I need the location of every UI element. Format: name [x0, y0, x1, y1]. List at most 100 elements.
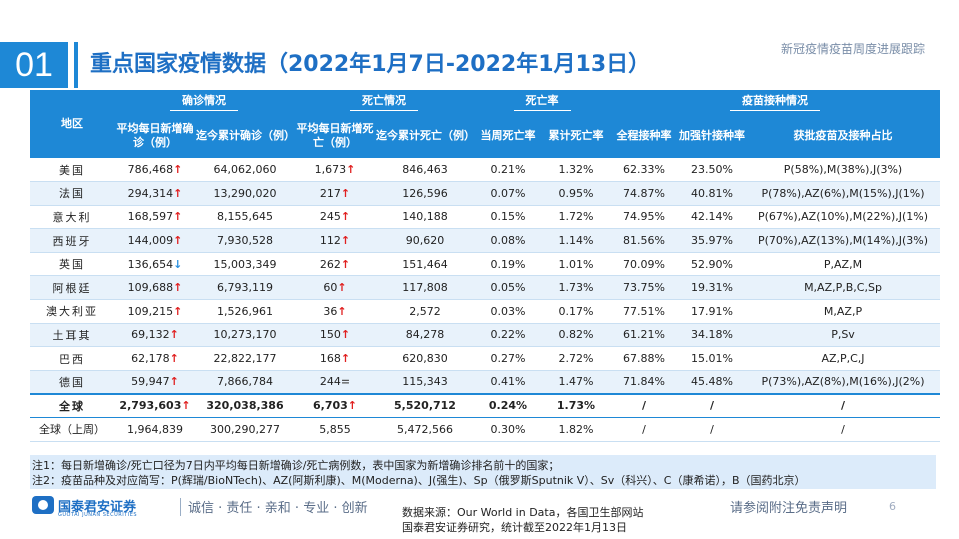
cell-vaccines: P,AZ,M: [746, 252, 940, 277]
cell-vaccines: P,Sv: [746, 323, 940, 348]
trend-up-icon: ↑: [340, 352, 351, 366]
cell-avg-cases: 144,009↑: [114, 228, 196, 253]
cell-week-mortality: 0.19%: [474, 252, 542, 277]
cell-booster: 15.01%: [678, 346, 746, 371]
cell-vaccines: P(78%),AZ(6%),M(15%),J(1%): [746, 181, 940, 206]
cell-avg-deaths: 150↑: [294, 323, 376, 348]
cell-country: 阿根廷: [30, 275, 114, 301]
cell-cum-mortality: 0.82%: [542, 323, 610, 348]
cell-full-vax: 71.84%: [610, 370, 678, 395]
cell-country: 全球: [30, 392, 114, 419]
section-number: 01: [0, 42, 68, 88]
cell-full-vax: 67.88%: [610, 346, 678, 371]
cell-booster: 40.81%: [678, 181, 746, 206]
data-source-line-2: 国泰君安证券研究，统计截至2022年1月13日: [402, 521, 627, 534]
header-cum-deaths: 迄今累计死亡（例）: [376, 114, 475, 158]
cell-week-mortality: 0.08%: [474, 228, 542, 253]
cell-full-vax: 70.09%: [610, 252, 678, 277]
cell-booster: 42.14%: [678, 205, 746, 230]
cell-booster: 17.91%: [678, 299, 746, 324]
cell-vaccines: M,AZ,P,B,C,Sp: [746, 275, 940, 301]
page-number: 6: [889, 500, 896, 513]
cell-cum-cases: 320,038,386: [196, 392, 294, 419]
trend-up-icon: ↑: [173, 234, 183, 248]
header-group-cases: 确诊情况: [114, 90, 294, 114]
cell-booster: 34.18%: [678, 323, 746, 348]
cell-cum-cases: 7,866,784: [196, 370, 294, 395]
cell-full-vax: 74.87%: [610, 181, 678, 206]
epidemic-data-table: 地区 确诊情况 死亡情况 死亡率 疫苗接种情况 平均每日新增确诊（例） 迄今累计…: [30, 90, 940, 442]
cell-cum-mortality: 1.73%: [542, 392, 610, 419]
cell-avg-cases: 109,688↑: [114, 275, 196, 301]
cell-avg-cases: 109,215↑: [114, 299, 196, 324]
cell-cum-cases: 1,526,961: [196, 299, 294, 324]
trend-up-icon: ↑: [337, 304, 347, 318]
cell-booster: 52.90%: [678, 252, 746, 277]
cell-cum-deaths: 151,464: [376, 252, 474, 277]
cell-country: 美国: [30, 158, 114, 183]
cell-cum-deaths: 620,830: [376, 346, 474, 371]
table-row-global-prev-week: 全球（上周） 1,964,839 300,290,277 5,855 5,472…: [30, 417, 940, 442]
report-series-title: 新冠疫情疫苗周度进展跟踪: [780, 42, 925, 56]
cell-vaccines: AZ,P,C,J: [746, 346, 940, 371]
cell-week-mortality: 0.07%: [474, 181, 542, 206]
cell-booster: 45.48%: [678, 370, 746, 395]
cell-avg-deaths: 217↑: [294, 181, 376, 206]
header-group-deaths: 死亡情况: [294, 90, 474, 114]
cell-cum-deaths: 90,620: [376, 228, 474, 253]
cell-cum-cases: 7,930,528: [196, 228, 294, 253]
cell-avg-deaths: 36↑: [294, 299, 376, 324]
trend-up-icon: ↑: [173, 163, 183, 177]
company-name: 国泰君安证券: [58, 500, 137, 515]
cell-week-mortality: 0.24%: [474, 392, 542, 419]
trend-up-icon: ↑: [340, 186, 351, 200]
cell-full-vax: 74.95%: [610, 205, 678, 230]
cell-cum-mortality: 1.32%: [542, 158, 610, 183]
cell-cum-cases: 13,290,020: [196, 181, 294, 206]
cell-booster: /: [678, 392, 746, 419]
cell-cum-cases: 64,062,060: [196, 158, 294, 183]
cell-week-mortality: 0.30%: [474, 417, 542, 442]
cell-full-vax: 62.33%: [610, 158, 678, 183]
page-title: 重点国家疫情数据（2022年1月7日-2022年1月13日）: [90, 52, 651, 77]
cell-full-vax: 61.21%: [610, 323, 678, 348]
cell-booster: 23.50%: [678, 158, 746, 183]
cell-week-mortality: 0.05%: [474, 275, 542, 301]
disclaimer-link[interactable]: 请参阅附注免责声明: [730, 501, 848, 516]
cell-full-vax: 77.51%: [610, 299, 678, 324]
cell-cum-deaths: 846,463: [376, 158, 474, 183]
note-2: 注2：疫苗品种及对应简写：P(辉瑞/BioNTech)、AZ(阿斯利康)、M(M…: [32, 474, 806, 487]
company-name-en: GUOTAI JUNAN SECURITIES: [58, 512, 138, 518]
cell-avg-cases: 59,947↑: [114, 370, 196, 395]
cell-cum-cases: 15,003,349: [196, 252, 294, 277]
header-group-mortality: 死亡率: [474, 90, 610, 114]
cell-cum-mortality: 1.73%: [542, 275, 610, 301]
cell-cum-mortality: 1.47%: [542, 370, 610, 395]
cell-avg-deaths: 1,673↑: [294, 158, 376, 183]
header-cum-cases: 迄今累计确诊（例）: [196, 114, 295, 158]
cell-cum-cases: 22,822,177: [196, 346, 294, 371]
cell-booster: 19.31%: [678, 275, 746, 301]
cell-cum-mortality: 2.72%: [542, 346, 610, 371]
cell-vaccines: /: [746, 417, 940, 442]
header-region: 地区: [30, 90, 114, 158]
cell-cum-cases: 6,793,119: [196, 275, 294, 301]
cell-cum-mortality: 0.17%: [542, 299, 610, 324]
cell-avg-deaths: 245↑: [294, 205, 376, 230]
trend-flat-icon: =: [340, 375, 351, 389]
cell-cum-cases: 300,290,277: [196, 417, 294, 442]
cell-avg-deaths: 6,703↑: [294, 392, 376, 419]
cell-avg-deaths: 262↑: [294, 252, 376, 277]
table-row: 阿根廷 109,688↑ 6,793,119 60↑ 117,808 0.05% 1.73%…: [30, 275, 940, 301]
table-row: 德国 59,947↑ 7,866,784 244= 115,343 0.41% 1.47% 7…: [30, 370, 940, 395]
cell-avg-cases: 294,314↑: [114, 181, 196, 206]
company-logo-icon: [32, 496, 54, 514]
cell-week-mortality: 0.03%: [474, 299, 542, 324]
trend-up-icon: ↑: [346, 163, 356, 177]
cell-vaccines: /: [746, 392, 940, 419]
cell-country: 澳大利亚: [30, 299, 114, 324]
header-cum-mortality: 累计死亡率: [542, 114, 610, 158]
cell-cum-deaths: 5,472,566: [376, 417, 474, 442]
cell-avg-deaths: 244=: [294, 370, 376, 395]
trend-up-icon: ↑: [181, 399, 191, 413]
